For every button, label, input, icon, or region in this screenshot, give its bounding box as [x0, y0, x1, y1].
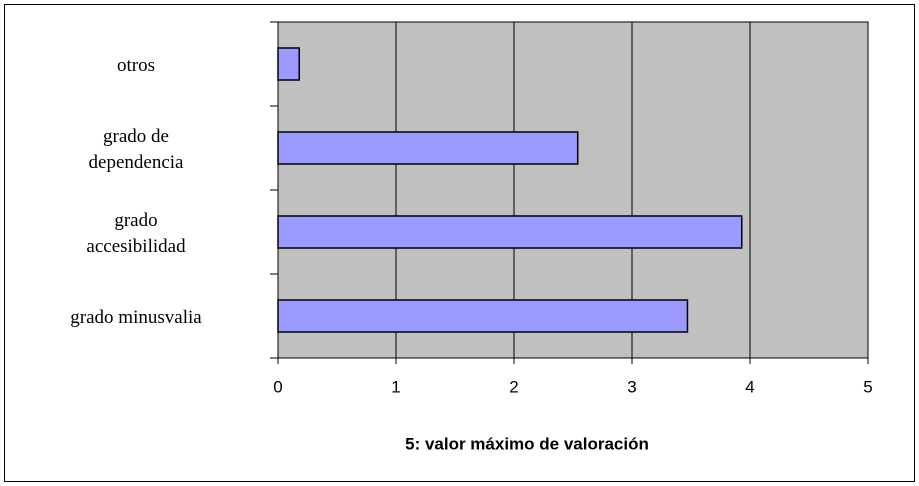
x-tick-label: 3	[627, 377, 636, 396]
y-tick-label: grado minusvalia	[70, 307, 202, 328]
y-tick-label: grado accesibilidad	[86, 210, 186, 257]
bar	[277, 131, 579, 165]
x-tick-label: 1	[391, 377, 400, 396]
bar	[277, 215, 743, 249]
bar	[277, 299, 689, 333]
bar	[277, 47, 300, 81]
y-tick-label: grado de dependencia	[88, 126, 184, 173]
x-axis-title: 5: valor máximo de valoración	[405, 434, 649, 453]
x-tick-label: 0	[273, 377, 282, 396]
y-tick-label: otros	[117, 55, 155, 76]
x-tick-label: 5	[863, 377, 872, 396]
x-tick-label: 2	[509, 377, 518, 396]
x-tick-label: 4	[745, 377, 754, 396]
